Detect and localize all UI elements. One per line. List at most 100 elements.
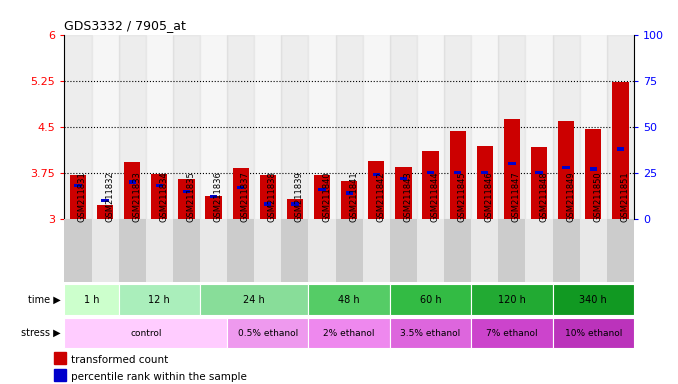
Text: GSM211851: GSM211851 — [620, 171, 629, 222]
Bar — [227, 35, 254, 219]
Bar — [585, 129, 601, 219]
Bar — [200, 219, 227, 282]
Text: GSM211846: GSM211846 — [485, 171, 494, 222]
Text: GSM211842: GSM211842 — [376, 171, 385, 222]
Bar — [119, 219, 146, 282]
Bar — [346, 191, 353, 195]
Bar — [237, 186, 244, 189]
Text: time ▶: time ▶ — [28, 295, 61, 305]
Text: stress ▶: stress ▶ — [22, 328, 61, 338]
Bar — [292, 202, 298, 206]
Text: GSM211835: GSM211835 — [186, 171, 195, 222]
Bar — [363, 35, 390, 219]
Text: GSM211849: GSM211849 — [566, 171, 575, 222]
Bar — [54, 369, 66, 381]
Bar — [308, 284, 390, 315]
Text: GSM211838: GSM211838 — [268, 171, 277, 222]
Bar — [471, 284, 553, 315]
Bar — [390, 318, 471, 348]
Bar — [563, 166, 570, 169]
Bar — [363, 219, 390, 282]
Text: GSM211848: GSM211848 — [539, 171, 548, 222]
Text: 120 h: 120 h — [498, 295, 526, 305]
Text: 2% ethanol: 2% ethanol — [323, 329, 375, 338]
Bar — [607, 35, 634, 219]
Bar — [553, 284, 634, 315]
Bar — [281, 219, 308, 282]
Bar — [525, 219, 553, 282]
Text: 1 h: 1 h — [84, 295, 99, 305]
Text: GSM211847: GSM211847 — [512, 171, 521, 222]
Bar — [102, 199, 108, 202]
Bar — [498, 219, 525, 282]
Bar — [319, 188, 325, 191]
Text: transformed count: transformed count — [71, 356, 167, 366]
Bar — [417, 219, 444, 282]
Bar — [471, 219, 498, 282]
Text: 10% ethanol: 10% ethanol — [565, 329, 622, 338]
Bar — [264, 202, 271, 206]
Bar — [64, 35, 92, 219]
Bar — [590, 167, 597, 171]
Bar — [400, 177, 407, 180]
Bar — [454, 171, 461, 174]
Bar — [146, 35, 173, 219]
Text: GSM211840: GSM211840 — [322, 171, 331, 222]
Bar — [390, 284, 471, 315]
Bar — [450, 131, 466, 219]
Text: 48 h: 48 h — [338, 295, 360, 305]
Text: GSM211843: GSM211843 — [403, 171, 412, 222]
Bar — [64, 284, 119, 315]
Bar — [471, 35, 498, 219]
Bar — [481, 171, 488, 174]
Bar — [260, 175, 276, 219]
Bar — [427, 171, 434, 174]
Text: GDS3332 / 7905_at: GDS3332 / 7905_at — [64, 19, 186, 32]
Text: percentile rank within the sample: percentile rank within the sample — [71, 372, 246, 382]
Text: GSM211833: GSM211833 — [132, 171, 141, 222]
Text: GSM211850: GSM211850 — [593, 171, 602, 222]
Bar — [308, 35, 336, 219]
Bar — [183, 190, 190, 193]
Bar — [205, 196, 222, 219]
Bar — [553, 318, 634, 348]
Bar — [281, 35, 308, 219]
Bar — [129, 180, 136, 184]
Bar — [210, 195, 217, 199]
Bar — [227, 318, 308, 348]
Bar — [504, 119, 520, 219]
Bar — [508, 162, 515, 165]
Bar — [390, 35, 417, 219]
Text: GSM211832: GSM211832 — [105, 171, 114, 222]
Bar — [287, 199, 303, 219]
Text: GSM211841: GSM211841 — [349, 171, 358, 222]
Bar — [308, 318, 390, 348]
Text: GSM211837: GSM211837 — [241, 171, 250, 222]
Bar — [417, 35, 444, 219]
Bar — [227, 219, 254, 282]
Bar — [92, 35, 119, 219]
Bar — [373, 173, 380, 176]
Bar — [617, 147, 624, 151]
Bar — [92, 219, 119, 282]
Bar — [553, 35, 580, 219]
Bar — [64, 318, 227, 348]
Text: 7% ethanol: 7% ethanol — [486, 329, 538, 338]
Bar — [536, 171, 542, 174]
Bar — [173, 219, 200, 282]
Text: 24 h: 24 h — [243, 295, 265, 305]
Text: GSM211836: GSM211836 — [214, 171, 222, 222]
Bar — [368, 161, 384, 219]
Bar — [498, 35, 525, 219]
Bar — [119, 35, 146, 219]
Bar — [336, 35, 363, 219]
Bar — [97, 205, 113, 219]
Bar — [336, 219, 363, 282]
Text: 3.5% ethanol: 3.5% ethanol — [401, 329, 460, 338]
Bar — [70, 175, 86, 219]
Bar — [200, 35, 227, 219]
Bar — [308, 219, 336, 282]
Bar — [54, 352, 66, 364]
Bar — [119, 284, 200, 315]
Bar — [471, 318, 553, 348]
